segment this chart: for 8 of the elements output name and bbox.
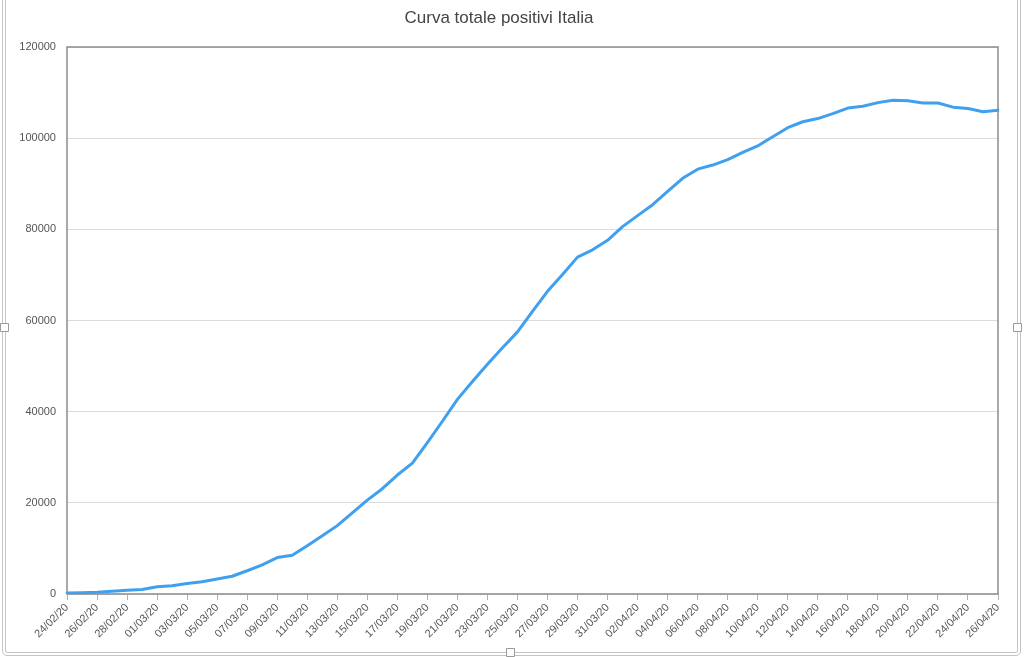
y-tick-label: 120000 (19, 40, 56, 53)
y-tick-label: 40000 (25, 404, 56, 417)
y-tick-label: 60000 (25, 313, 56, 326)
y-tick-label: 0 (49, 587, 56, 600)
y-tick-label: 80000 (25, 222, 56, 235)
y-tick-label: 20000 (25, 495, 56, 508)
y-tick-label: 100000 (19, 131, 56, 144)
chart-title: Curva totale positivi Italia (404, 7, 595, 27)
